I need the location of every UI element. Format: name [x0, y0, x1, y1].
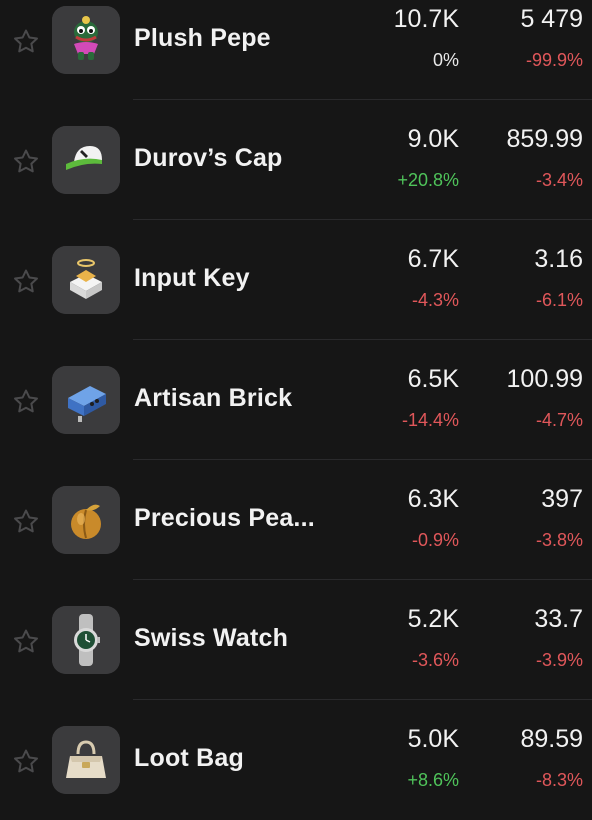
list-item[interactable]: Precious Pea... 6.3K -0.9% 397 -3.8% [0, 460, 592, 580]
item-name: Artisan Brick [134, 384, 293, 412]
item-volume: 9.0K [407, 125, 459, 153]
item-volume: 6.5K [407, 365, 459, 393]
item-price: 89.59 [520, 725, 583, 753]
item-volume: 6.3K [407, 485, 459, 513]
star-icon[interactable] [11, 147, 41, 177]
item-volume-change: +20.8% [397, 170, 459, 190]
item-volume: 10.7K [393, 5, 459, 33]
item-name: Durov’s Cap [134, 144, 283, 172]
item-name: Swiss Watch [134, 624, 289, 652]
item-volume: 6.7K [407, 245, 459, 273]
list-item[interactable]: Durov’s Cap 9.0K +20.8% 859.99 -3.4% [0, 100, 592, 220]
item-price-change: -6.1% [535, 290, 583, 310]
row-divider [133, 99, 592, 100]
item-price: 100.99 [506, 365, 583, 393]
star-icon[interactable] [11, 507, 41, 537]
item-volume-change: 0% [432, 50, 459, 70]
item-price-change: -3.9% [535, 650, 583, 670]
peach-icon [52, 486, 120, 554]
item-price-change: -3.4% [535, 170, 583, 190]
item-price-change: -4.7% [535, 410, 583, 430]
bag-icon [52, 726, 120, 794]
item-name: Plush Pepe [134, 24, 271, 52]
list-item[interactable]: Loot Bag 5.0K +8.6% 89.59 -8.3% [0, 700, 592, 820]
star-icon[interactable] [11, 627, 41, 657]
item-price: 3.16 [534, 245, 583, 273]
star-icon[interactable] [11, 267, 41, 297]
row-divider [133, 339, 592, 340]
item-name: Loot Bag [134, 744, 244, 772]
item-volume-change: -3.6% [411, 650, 459, 670]
star-icon[interactable] [11, 27, 41, 57]
list-item[interactable]: Artisan Brick 6.5K -14.4% 100.99 -4.7% [0, 340, 592, 460]
item-price-change: -99.9% [525, 50, 583, 70]
item-price-change: -8.3% [535, 770, 583, 790]
item-volume: 5.2K [407, 605, 459, 633]
item-volume-change: -0.9% [411, 530, 459, 550]
item-volume-change: +8.6% [407, 770, 459, 790]
item-volume: 5.0K [407, 725, 459, 753]
item-volume-change: -4.3% [411, 290, 459, 310]
item-price: 397 [541, 485, 583, 513]
list-item[interactable]: Plush Pepe 10.7K 0% 5 479 -99.9% [0, 0, 592, 100]
row-divider [133, 219, 592, 220]
brick-icon [52, 366, 120, 434]
item-volume-change: -14.4% [401, 410, 459, 430]
star-icon[interactable] [11, 747, 41, 777]
row-divider [133, 699, 592, 700]
item-price-change: -3.8% [535, 530, 583, 550]
row-divider [133, 579, 592, 580]
list-item[interactable]: Swiss Watch 5.2K -3.6% 33.7 -3.9% [0, 580, 592, 700]
item-price: 5 479 [520, 5, 583, 33]
row-divider [133, 459, 592, 460]
plush-pepe-icon [52, 6, 120, 74]
star-icon[interactable] [11, 387, 41, 417]
item-price: 859.99 [506, 125, 583, 153]
item-name: Precious Pea... [134, 504, 315, 532]
cap-icon [52, 126, 120, 194]
watch-icon [52, 606, 120, 674]
list-item[interactable]: Input Key 6.7K -4.3% 3.16 -6.1% [0, 220, 592, 340]
item-price: 33.7 [534, 605, 583, 633]
item-name: Input Key [134, 264, 250, 292]
keycap-icon [52, 246, 120, 314]
